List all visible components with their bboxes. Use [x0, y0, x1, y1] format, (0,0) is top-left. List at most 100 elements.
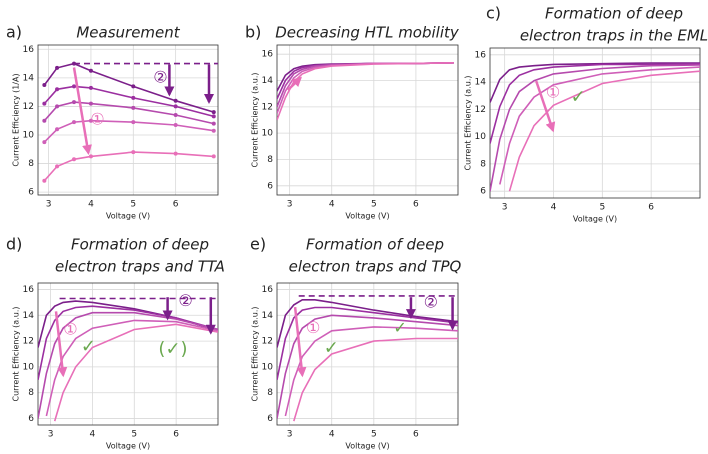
x-tick-label: 6	[413, 430, 419, 440]
x-tick-label: 4	[329, 430, 335, 440]
y-axis-label: Current Efficiency (a.u.)	[251, 73, 260, 168]
x-axis-label: Voltage (V)	[106, 442, 150, 451]
x-axis-label: Voltage (V)	[573, 215, 617, 224]
series-marker	[42, 140, 47, 145]
y-axis-label: Current Efficiency (a.u.)	[251, 307, 260, 402]
y-tick-label: 10	[23, 362, 35, 372]
x-tick-label: 6	[413, 200, 419, 210]
series-marker	[42, 178, 47, 183]
x-axis-label: Voltage (V)	[345, 442, 389, 451]
series-marker	[211, 110, 216, 115]
annotation: ✓	[571, 87, 586, 108]
series-line	[277, 306, 458, 380]
x-tick-label: 4	[329, 200, 335, 210]
series-marker	[211, 121, 216, 126]
x-axis-label: Voltage (V)	[345, 212, 389, 221]
chart-title: electron traps in the EML	[520, 27, 708, 45]
annotation: ②	[178, 291, 192, 310]
y-tick-label: 10	[262, 362, 274, 372]
series-marker	[131, 150, 136, 155]
series-marker	[131, 105, 136, 110]
y-tick-label: 6	[28, 188, 34, 198]
x-tick-label: 5	[371, 430, 377, 440]
chart-title: electron traps and TPQ	[289, 258, 462, 276]
series-marker	[42, 83, 47, 87]
y-tick-label: 14	[23, 311, 35, 321]
series-line	[53, 323, 218, 422]
series-marker	[131, 95, 136, 100]
x-tick-label: 3	[46, 200, 52, 210]
series-marker	[55, 104, 60, 109]
series-line	[38, 305, 218, 380]
series-line	[43, 151, 214, 182]
y-tick-label: 12	[475, 105, 486, 115]
series-line	[277, 314, 458, 419]
chart-title: Decreasing HTL mobility	[275, 24, 460, 42]
x-tick-label: 3	[502, 203, 508, 213]
y-tick-label: 10	[23, 131, 35, 141]
arrow	[535, 80, 556, 133]
x-tick-label: 5	[130, 200, 136, 210]
annotation: ✓	[324, 337, 339, 358]
y-tick-label: 8	[480, 159, 486, 169]
series-marker	[173, 98, 178, 103]
arrow	[54, 311, 68, 378]
series-line	[277, 299, 458, 348]
series-marker	[72, 100, 76, 105]
series-line	[45, 319, 218, 417]
series-marker	[55, 65, 60, 70]
series-marker	[131, 84, 136, 89]
series-marker	[88, 154, 93, 159]
series-marker	[88, 101, 93, 106]
arrow	[287, 76, 302, 91]
annotation: ✓	[81, 336, 96, 357]
annotation: ②	[424, 292, 438, 311]
x-axis-label: Voltage (V)	[106, 212, 150, 221]
plot-frame	[276, 282, 459, 426]
annotation: ②	[153, 68, 167, 87]
y-tick-label: 12	[23, 102, 34, 112]
series-marker	[42, 118, 47, 123]
series-marker	[42, 101, 47, 106]
series-marker	[55, 164, 60, 169]
y-tick-label: 10	[262, 129, 274, 139]
x-tick-label: 3	[287, 200, 293, 210]
series-marker	[211, 128, 216, 133]
x-tick-label: 5	[371, 200, 377, 210]
y-axis-label: Current Efficiency (a.u.)	[464, 76, 473, 171]
series-line	[43, 119, 214, 143]
series-line	[43, 85, 215, 118]
y-tick-label: 6	[28, 414, 34, 424]
panel-label: e)	[250, 235, 266, 254]
series-line	[508, 70, 700, 192]
series-marker	[173, 113, 178, 117]
y-tick-label: 6	[267, 181, 273, 191]
y-tick-label: 14	[475, 78, 487, 88]
y-tick-label: 12	[23, 337, 34, 347]
x-tick-label: 5	[131, 430, 137, 440]
panel-label: c)	[486, 4, 501, 23]
series-marker	[173, 123, 178, 127]
chart-title: Formation of deep	[545, 5, 683, 23]
series-marker	[88, 118, 93, 123]
plot-frame	[37, 44, 219, 196]
chart-title: Formation of deep	[71, 236, 209, 254]
plot-frame	[37, 282, 219, 426]
x-tick-label: 6	[648, 203, 654, 213]
panel-label: b)	[245, 23, 261, 42]
series-line	[277, 62, 454, 108]
y-tick-label: 6	[267, 414, 273, 424]
series-marker	[55, 87, 60, 92]
x-tick-label: 3	[287, 430, 293, 440]
y-tick-label: 8	[28, 159, 34, 169]
chart-title: Measurement	[76, 24, 180, 42]
series-marker	[173, 151, 178, 156]
x-tick-label: 6	[173, 430, 179, 440]
y-tick-label: 16	[475, 50, 487, 60]
x-tick-label: 5	[599, 203, 605, 213]
y-tick-label: 14	[262, 311, 274, 321]
annotation: ①	[306, 318, 320, 337]
y-tick-label: 14	[262, 76, 274, 86]
annotation: ✓	[393, 318, 406, 337]
